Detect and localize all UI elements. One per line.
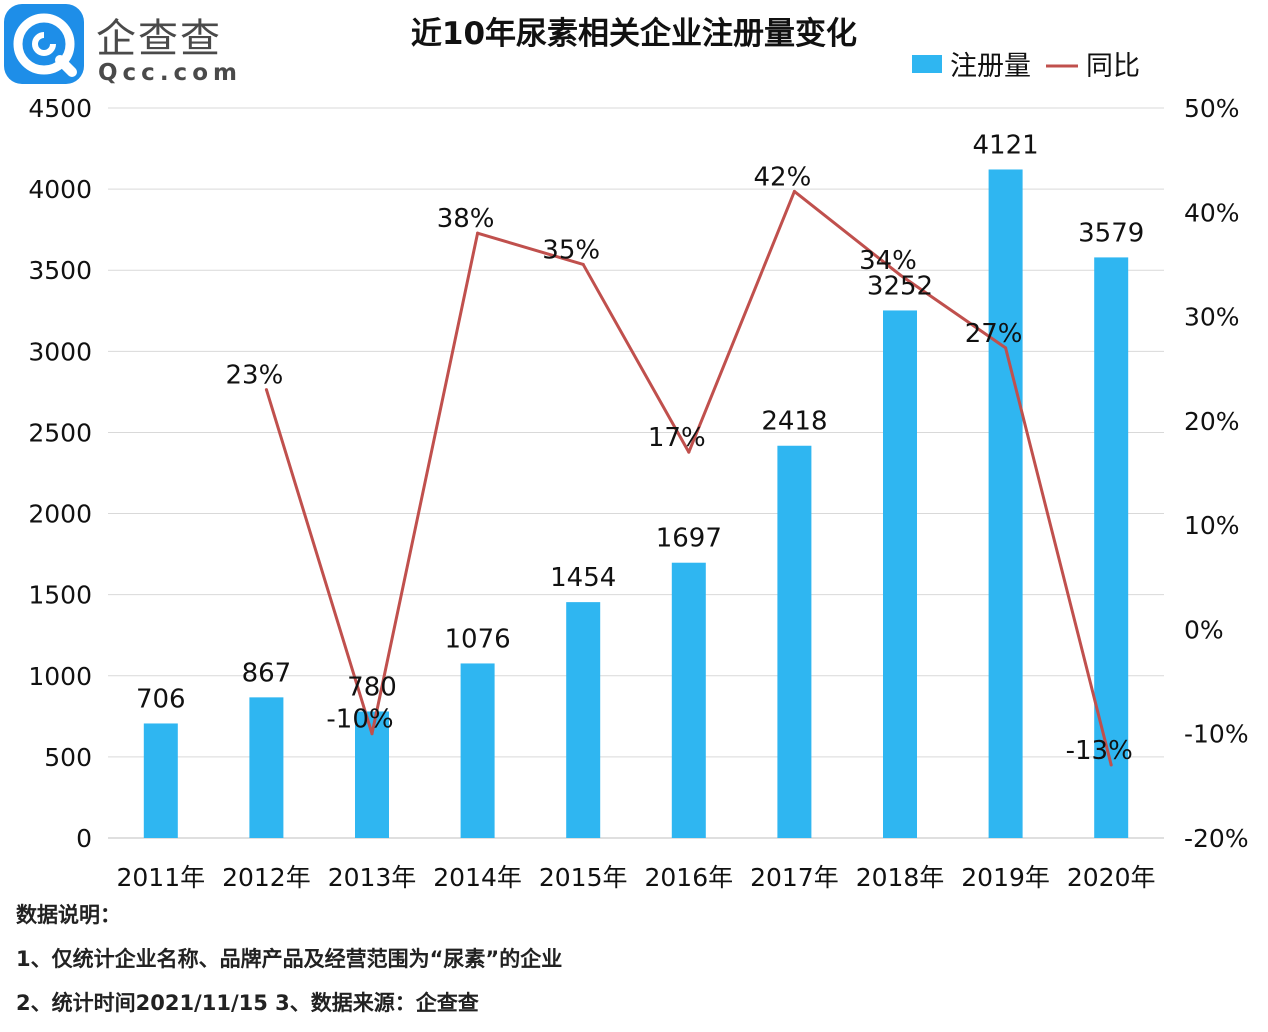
bar-registrations [671,562,706,838]
legend-swatch-bar [912,55,942,73]
notes-heading: 数据说明： [16,903,121,927]
line-value-label: 23% [226,361,284,391]
line-point-yoy [1109,763,1113,767]
x-tick-label: 2011年 [116,863,205,892]
line-value-label: 17% [648,423,706,453]
bar-registrations [143,723,178,838]
y-right-tick-label: 30% [1184,303,1240,332]
line-value-label: 35% [542,235,600,265]
y-right-tick-label: 20% [1184,407,1240,436]
x-tick-label: 2015年 [539,863,628,892]
line-value-label: 34% [859,246,917,276]
bar-value-label: 3252 [867,271,933,301]
line-value-label: 42% [754,162,812,192]
qcc-logo: 企查查 Qcc.com [4,4,244,88]
y-right-tick-label: 40% [1184,198,1240,227]
y-left-tick-label: 3000 [28,337,92,366]
y-left-tick-label: 3500 [28,256,92,285]
bar-value-label: 3579 [1078,218,1144,248]
legend-label-bar: 注册量 [950,51,1031,82]
bar-value-label: 1454 [550,563,616,593]
y-right-tick-label: 50% [1184,94,1240,123]
y-left-tick-label: 1000 [28,662,92,691]
x-tick-label: 2016年 [644,863,733,892]
bar-registrations [777,445,812,838]
bar-value-label: 4121 [973,130,1039,160]
y-left-tick-label: 1500 [28,581,92,610]
bar-registrations [988,169,1023,838]
line-value-label: -10% [326,705,393,735]
chart-title: 近10年尿素相关企业注册量变化 [411,16,857,52]
bar-value-label: 706 [136,684,186,714]
x-tick-label: 2014年 [433,863,522,892]
legend: 注册量 同比 [912,51,1140,82]
line-point-yoy [370,732,374,736]
y-left-tick-label: 500 [44,743,92,772]
logo-name: 企查查 [96,16,222,62]
y-right-tick-label: 10% [1184,511,1240,540]
line-point-yoy [1004,346,1008,350]
y-right-tick-label: -20% [1184,824,1249,853]
y-left-tick-label: 2000 [28,500,92,529]
legend-label-line: 同比 [1086,51,1140,82]
x-tick-label: 2017年 [750,863,839,892]
bar-registrations [249,697,284,838]
line-value-label: -13% [1066,736,1133,766]
bar-value-label: 1697 [656,524,722,554]
line-point-yoy [792,189,796,193]
y-left-tick-label: 0 [76,824,92,853]
x-tick-label: 2019年 [961,863,1050,892]
y-left-tick-label: 4000 [28,175,92,204]
notes-line-1: 1、仅统计企业名称、品牌产品及经营范围为“尿素”的企业 [16,947,563,971]
bar-value-label: 780 [347,672,397,702]
x-tick-label: 2012年 [222,863,311,892]
line-point-yoy [264,388,268,392]
line-point-yoy [581,262,585,266]
line-value-label: 27% [965,319,1023,349]
line-point-yoy [898,273,902,277]
x-tick-label: 2018年 [856,863,945,892]
y-right-tick-label: -10% [1184,720,1249,749]
line-value-label: 38% [437,204,495,234]
bar-value-label: 2418 [761,407,827,437]
bar-registrations [883,310,917,838]
data-notes: 数据说明： 1、仅统计企业名称、品牌产品及经营范围为“尿素”的企业 2、统计时间… [16,900,562,1032]
bar-value-label: 1076 [445,624,511,654]
x-tick-label: 2013年 [328,863,417,892]
y-left-tick-label: 4500 [28,94,92,123]
bar-registrations [460,663,495,838]
qcc-logo-icon [4,4,84,84]
bar-value-label: 867 [242,658,292,688]
notes-line-2: 2、统计时间2021/11/15 3、数据来源：企查查 [16,991,479,1015]
bar-registrations [566,602,601,838]
y-right-tick-label: 0% [1184,615,1224,644]
chart: 近10年尿素相关企业注册量变化 注册量 同比 706 867 780 1076 1454… [28,16,1249,892]
bar-registrations [1094,257,1129,838]
y-left-tick-label: 2500 [28,418,92,447]
x-tick-label: 2020年 [1067,863,1156,892]
line-point-yoy [476,231,480,235]
logo-domain: Qcc.com [98,60,242,86]
line-point-yoy [687,450,691,454]
